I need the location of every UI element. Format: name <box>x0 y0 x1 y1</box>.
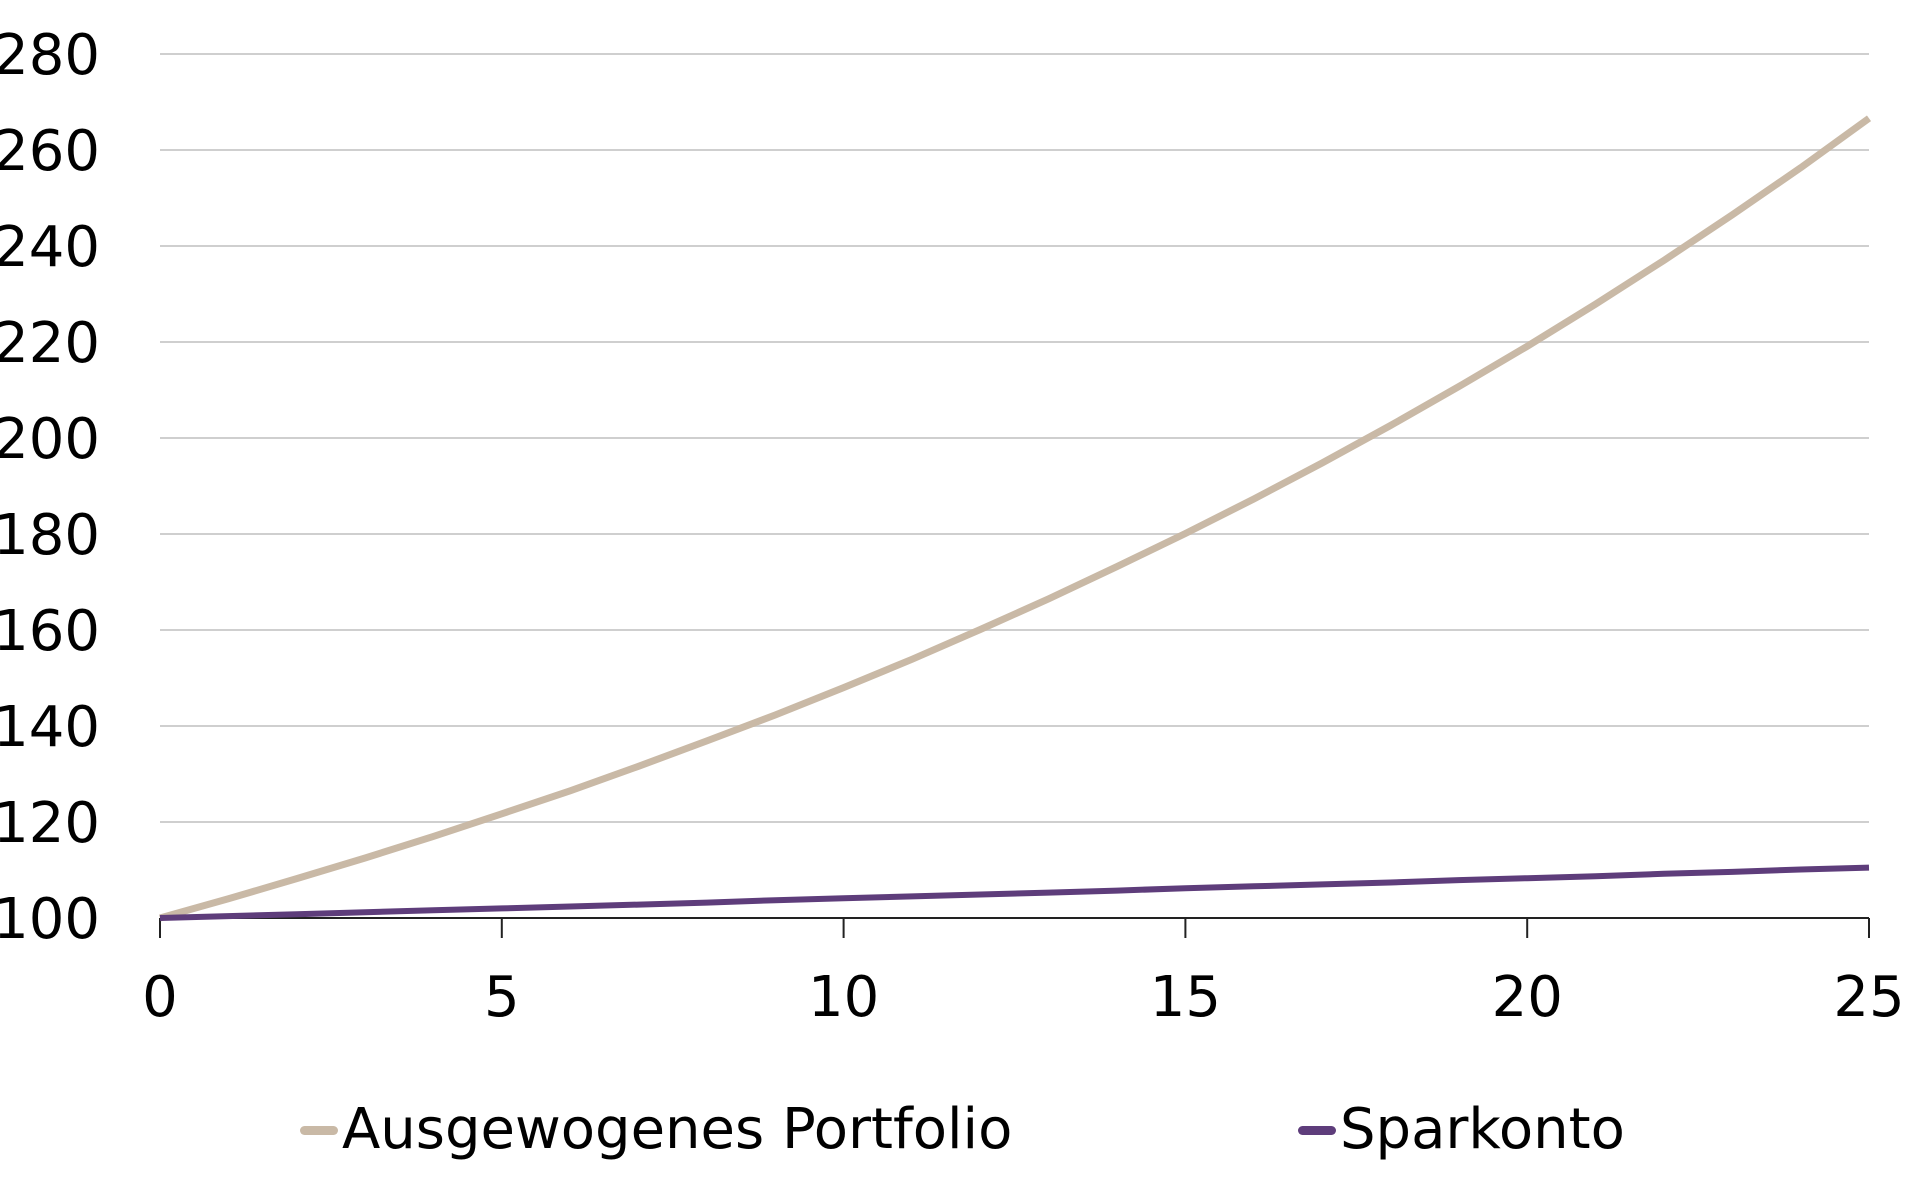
legend-swatch-portfolio <box>300 1125 338 1135</box>
y-axis: 100 120 140 160 180 200 220 240 260 280 <box>0 23 100 952</box>
y-tick-label: 280 <box>0 23 100 88</box>
line-chart: 100 120 140 160 180 200 220 240 260 280 0 5 10 15 20 2… <box>0 23 1905 1030</box>
y-tick-label: 120 <box>0 791 100 856</box>
legend-swatch-sparkonto <box>1298 1125 1336 1135</box>
legend-item-portfolio: Ausgewogenes Portfolio <box>300 1095 1012 1165</box>
series-line-portfolio <box>159 115 1872 922</box>
y-tick-label: 240 <box>0 215 100 280</box>
legend-label-sparkonto: Sparkonto <box>1340 1097 1625 1162</box>
x-tick-label: 15 <box>1150 965 1221 1030</box>
series-lines <box>159 115 1872 922</box>
x-axis: 0 5 10 15 20 25 <box>142 917 1905 1030</box>
y-tick-label: 180 <box>0 503 100 568</box>
x-tick-label: 5 <box>484 965 520 1030</box>
y-tick-label: 200 <box>0 407 100 472</box>
y-tick-label: 140 <box>0 695 100 760</box>
x-tick-label: 20 <box>1492 965 1563 1030</box>
y-tick-label: 220 <box>0 311 100 376</box>
series-line-sparkonto <box>159 864 1870 921</box>
x-tick-label: 10 <box>808 965 879 1030</box>
y-tick-label: 260 <box>0 119 100 184</box>
x-tick-label: 25 <box>1833 965 1904 1030</box>
y-tick-label: 160 <box>0 599 100 664</box>
x-tick-label: 0 <box>142 965 178 1030</box>
gridlines <box>160 53 1869 823</box>
y-tick-label: 100 <box>0 887 100 952</box>
legend-label-portfolio: Ausgewogenes Portfolio <box>342 1097 1013 1162</box>
legend-item-sparkonto: Sparkonto <box>1298 1095 1625 1165</box>
